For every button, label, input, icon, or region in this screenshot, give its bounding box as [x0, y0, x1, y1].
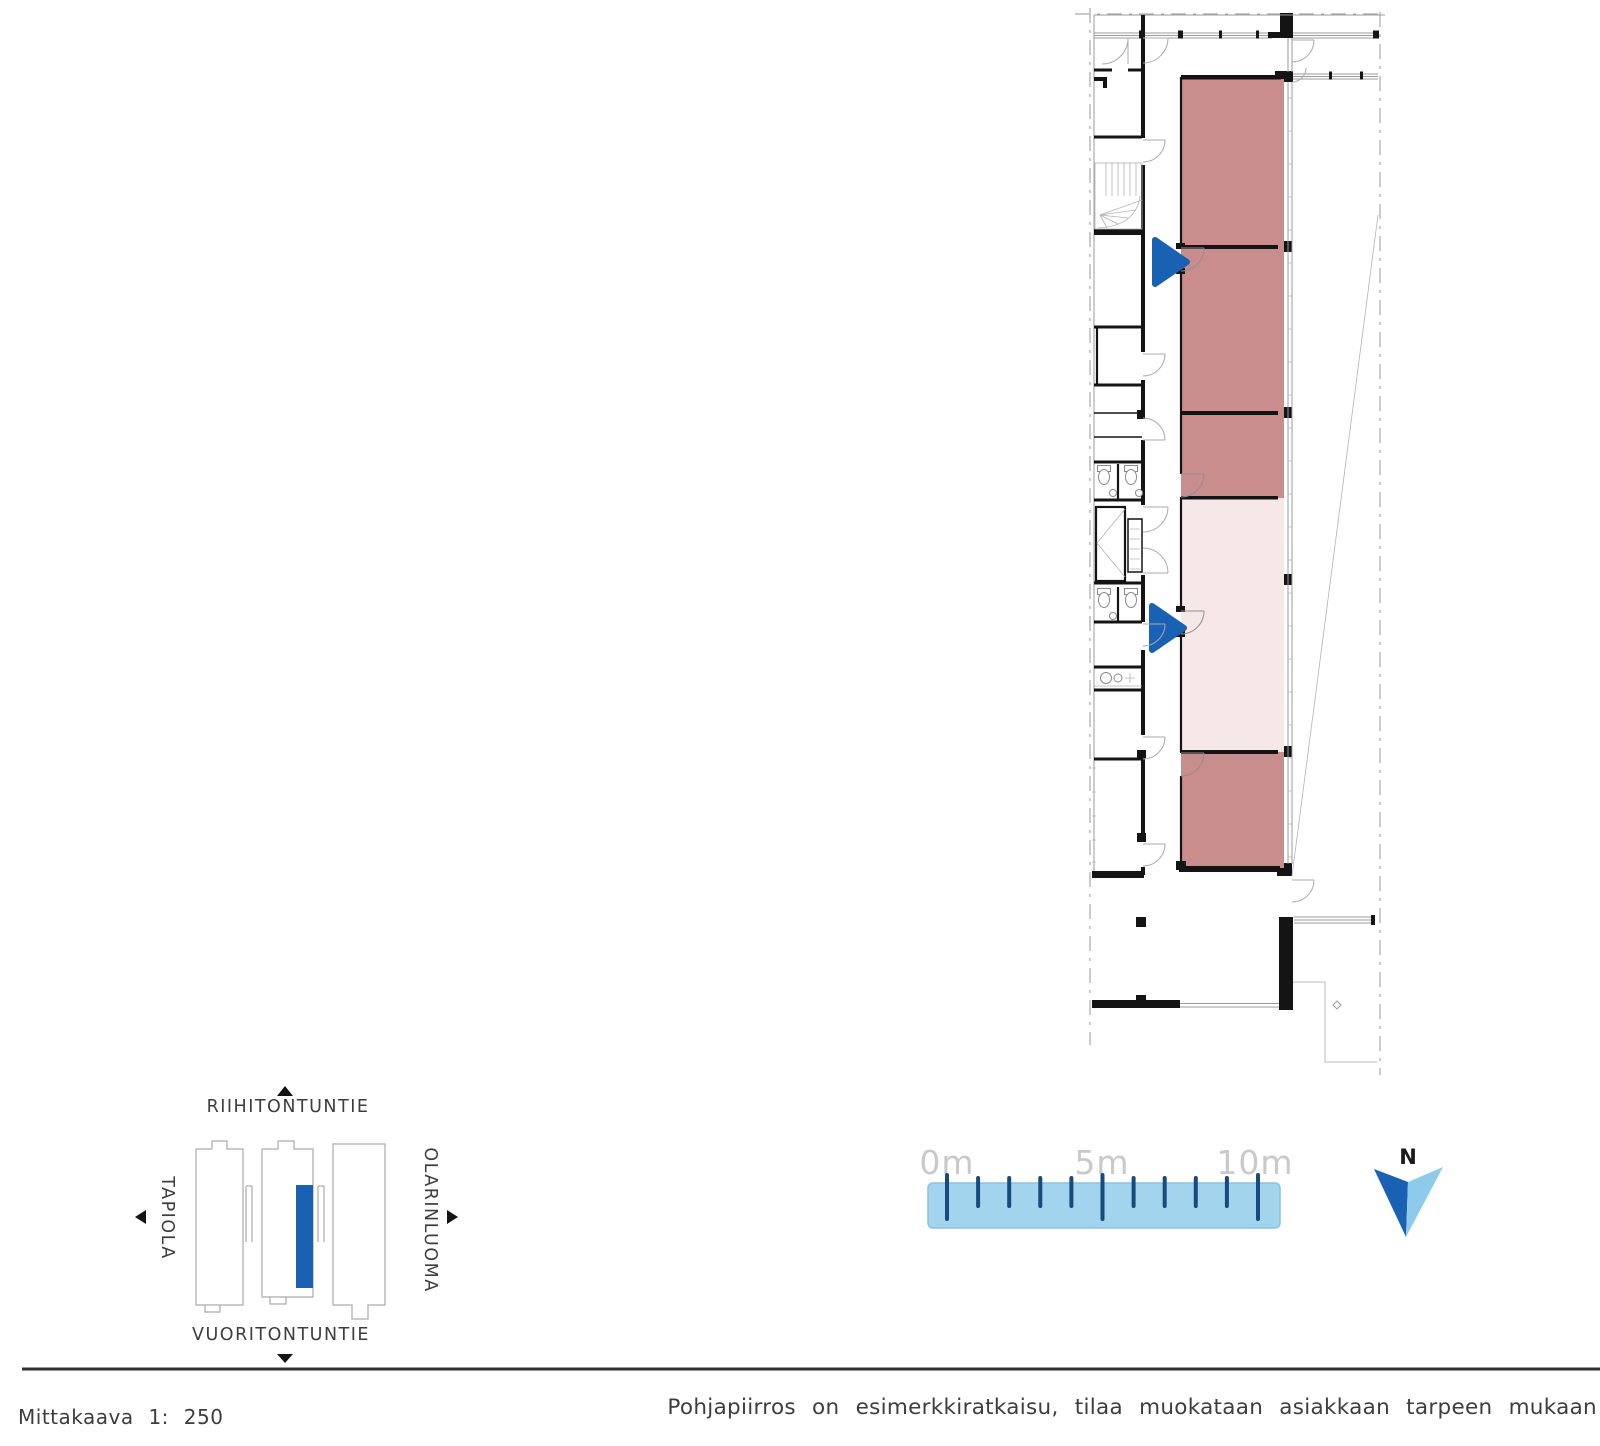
west-wing — [1092, 14, 1385, 878]
footer-note: Pohjapiirros on esimerkkiratkaisu, tilaa… — [667, 1395, 1597, 1420]
unit-room-5 — [1181, 752, 1284, 868]
structural-piers — [1268, 13, 1293, 1010]
north-arrow-wing-light — [1406, 1167, 1443, 1237]
highlighted-units — [1181, 79, 1284, 868]
street-label-top: RIIHITONTUNTIE — [207, 1097, 370, 1117]
building-footprint — [195, 1140, 386, 1320]
street-label-left: TAPIOLA — [157, 1175, 177, 1259]
unit-room-3 — [1181, 413, 1284, 498]
corridor-door-swings — [1101, 37, 1169, 867]
elevator — [1094, 505, 1143, 583]
wc-cluster-1 — [1097, 464, 1143, 500]
north-arrow-wing-dark — [1374, 1169, 1408, 1237]
glass-wall-east — [1287, 38, 1293, 864]
wc-cluster-2 — [1097, 587, 1138, 622]
unit-door-swings — [1180, 247, 1205, 777]
unit-room-4 — [1181, 498, 1284, 752]
floor-plan — [1075, 8, 1385, 1075]
leader-line — [1291, 214, 1379, 877]
canopy-outline — [1293, 981, 1377, 1063]
entrance-arrow-1 — [1152, 237, 1190, 287]
survey-diamond — [1332, 1000, 1342, 1010]
unit-room-2 — [1181, 247, 1284, 413]
north-arrow-label: N — [1399, 1145, 1417, 1169]
map-arrow-south-icon — [277, 1354, 293, 1363]
footer: Mittakaava 1: 250 Pohjapiirros on esimer… — [18, 1367, 1600, 1429]
scale-text: Mittakaava 1: 250 — [18, 1405, 223, 1429]
street-label-bottom: VUORITONTUNTIE — [192, 1325, 370, 1345]
kitchenette — [1094, 672, 1142, 687]
spiral-stair — [1094, 162, 1143, 230]
location-map: RIIHITONTUNTIE TAPIOLA OLARINLUOMA VUORI… — [135, 1086, 458, 1363]
map-arrow-north-icon — [277, 1086, 293, 1096]
entrance-arrow-2 — [1149, 603, 1187, 653]
scale-label-10m: 10m — [1216, 1143, 1293, 1182]
map-arrow-west-icon — [135, 1210, 146, 1224]
scale-bar: 0m 5m 10m — [919, 1143, 1293, 1229]
window-band-top — [1094, 30, 1379, 80]
map-highlight-bar — [296, 1185, 313, 1288]
plan-bottom — [1092, 879, 1377, 1063]
scale-bar-ticks — [945, 1173, 1260, 1221]
unit-room-1 — [1181, 79, 1284, 247]
north-arrow: N — [1374, 1145, 1443, 1237]
lobby-door-swings — [1291, 39, 1315, 83]
street-label-right: OLARINLUOMA — [420, 1147, 440, 1292]
map-arrow-east-icon — [447, 1210, 458, 1224]
